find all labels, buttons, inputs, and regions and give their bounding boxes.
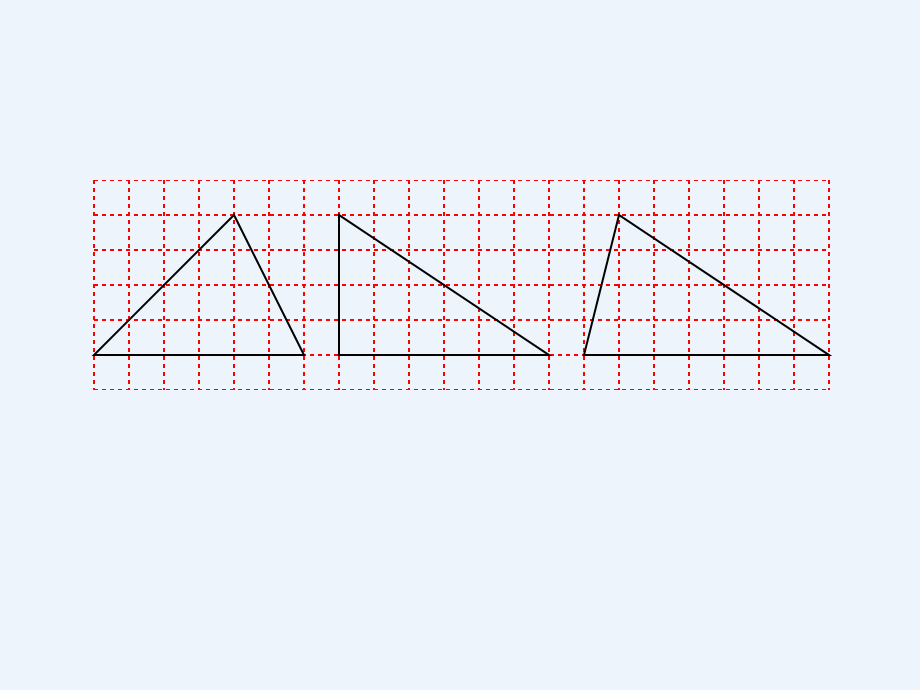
grid-triangles-diagram <box>80 180 840 390</box>
diagram-container <box>80 180 840 390</box>
grid <box>94 180 829 390</box>
